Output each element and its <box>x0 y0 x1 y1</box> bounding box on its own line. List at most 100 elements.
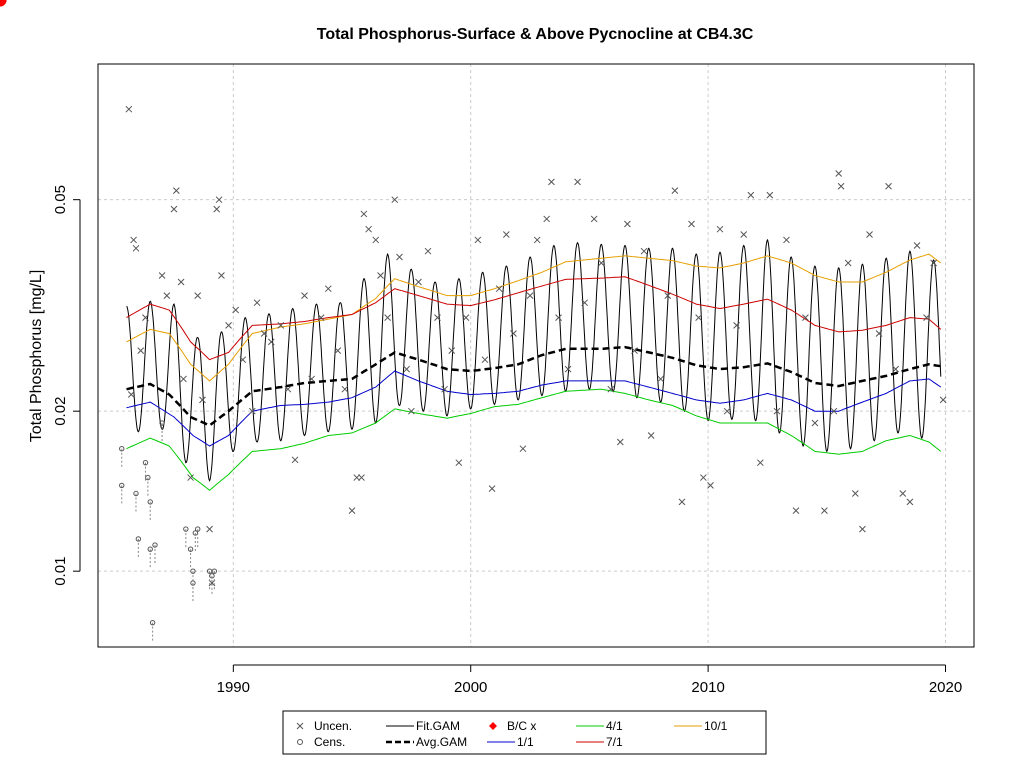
uncensored-point <box>631 347 638 354</box>
x-tick-label: 2020 <box>929 679 962 696</box>
x-tick-label: 2010 <box>691 679 724 696</box>
uncensored-point <box>353 474 361 481</box>
uncensored-point <box>747 191 755 199</box>
uncensored-point <box>308 375 316 383</box>
legend-label: Avg.GAM <box>416 735 467 749</box>
censored-point <box>190 568 196 574</box>
censored-point <box>135 536 142 542</box>
uncensored-point <box>773 407 781 415</box>
uncensored-point <box>441 385 448 393</box>
uncensored-point <box>253 299 261 307</box>
legend-label: 4/1 <box>606 719 623 733</box>
uncensored-point <box>424 247 432 255</box>
uncensored-point <box>783 236 790 244</box>
uncensored-point <box>906 498 914 506</box>
uncensored-point <box>403 365 410 373</box>
uncensored-point <box>239 356 247 364</box>
uncensored-point <box>913 242 921 249</box>
uncensored-point <box>434 314 441 321</box>
uncensored-point <box>526 292 534 299</box>
censored-point <box>145 474 151 481</box>
uncensored-point <box>225 322 232 329</box>
uncensored-point <box>324 285 332 293</box>
legend-label: Fit.GAM <box>416 719 460 733</box>
uncensored-point <box>892 365 900 373</box>
uncensored-point <box>640 247 648 255</box>
uncensored-point <box>163 292 171 299</box>
uncensored-point <box>581 299 589 307</box>
uncensored-point <box>360 210 368 218</box>
censored-point <box>147 546 153 552</box>
y-tick-label: 0.05 <box>52 185 69 214</box>
uncensored-point <box>671 187 679 194</box>
uncensored-point <box>875 330 883 337</box>
legend-box <box>282 710 767 755</box>
uncensored-point <box>187 474 194 481</box>
uncensored-point <box>170 205 178 213</box>
uncensored-point <box>172 187 180 194</box>
uncensored-point <box>481 356 489 364</box>
uncensored-point <box>821 507 828 514</box>
uncensored-point <box>284 385 292 393</box>
censored-point <box>119 445 125 452</box>
x-tick-label: 1990 <box>217 679 250 696</box>
uncensored-point <box>756 459 764 467</box>
uncensored-point <box>707 482 714 489</box>
uncensored-point <box>232 306 240 314</box>
uncensored-point <box>301 292 308 299</box>
censored-point <box>187 546 194 552</box>
censored-point <box>149 619 156 626</box>
uncensored-point <box>127 391 135 398</box>
x-tick-label: 2000 <box>454 679 487 696</box>
uncensored-point <box>688 220 695 228</box>
uncensored-point <box>267 338 275 346</box>
censored-point <box>159 420 165 426</box>
legend-item: 10/1 <box>674 719 728 733</box>
uncensored-point <box>348 507 356 514</box>
uncensored-point <box>448 347 456 354</box>
uncensored-point <box>372 236 380 244</box>
uncensored-point <box>923 314 930 321</box>
legend-item: Uncen. <box>296 719 352 733</box>
uncensored-point <box>616 438 624 446</box>
legend-label: Cens. <box>314 735 345 749</box>
uncensored-point <box>358 474 365 481</box>
avg-gam-line <box>126 345 942 427</box>
legend-label: Uncen. <box>314 719 352 733</box>
legend-item: Cens. <box>297 735 345 749</box>
uncensored-point <box>142 314 149 321</box>
uncensored-point <box>158 272 166 279</box>
uncensored-point <box>624 220 631 228</box>
censored-point <box>147 499 153 505</box>
plot-frame <box>97 63 975 648</box>
uncensored-point <box>365 225 372 233</box>
uncensored-point <box>180 375 187 383</box>
uncensored-point <box>678 498 686 506</box>
uncensored-point <box>502 231 510 238</box>
censored-point <box>192 530 199 536</box>
uncensored-point <box>132 244 140 252</box>
uncensored-point <box>548 178 555 186</box>
uncensored-point <box>723 407 731 415</box>
x-axis: 1990 2000 2010 2020 <box>217 664 962 696</box>
uncensored-point <box>700 474 707 481</box>
uncensored-point <box>859 525 866 533</box>
uncensored-point <box>218 272 225 279</box>
y-tick-label: 0.01 <box>52 557 69 586</box>
uncensored-point <box>277 322 285 329</box>
uncensored-point <box>792 507 800 514</box>
uncensored-point <box>137 347 145 354</box>
uncensored-point <box>495 285 503 293</box>
y-tick-label: 0.02 <box>52 397 69 426</box>
legend-label: 10/1 <box>704 719 728 733</box>
uncensored-point <box>664 292 672 299</box>
legend-label: 7/1 <box>606 735 623 749</box>
series-7-1-line <box>126 276 942 361</box>
uncensored-point <box>564 365 572 373</box>
censored-point <box>133 490 139 497</box>
uncensored-point <box>939 396 947 404</box>
uncensored-point <box>835 170 843 177</box>
uncensored-point <box>733 322 740 329</box>
series-1-1-line <box>126 370 942 447</box>
uncensored-point <box>647 432 655 439</box>
